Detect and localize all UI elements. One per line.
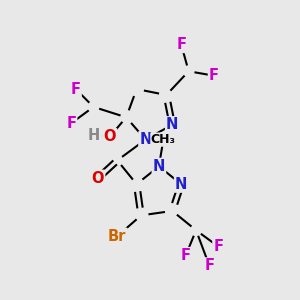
Text: Br: Br (108, 229, 127, 244)
Text: F: F (71, 82, 81, 97)
Text: F: F (181, 248, 191, 263)
Text: -: - (101, 128, 107, 142)
Text: N: N (140, 132, 152, 147)
Text: O: O (92, 171, 104, 186)
Text: F: F (176, 37, 186, 52)
Text: CH₃: CH₃ (151, 133, 176, 146)
Text: O: O (103, 129, 116, 144)
Text: F: F (209, 68, 219, 83)
Text: N: N (153, 159, 165, 174)
Text: H: H (87, 128, 100, 142)
Text: F: F (66, 116, 76, 131)
Text: F: F (213, 239, 224, 254)
Text: N: N (175, 177, 188, 192)
Text: F: F (204, 258, 214, 273)
Text: N: N (166, 117, 178, 132)
